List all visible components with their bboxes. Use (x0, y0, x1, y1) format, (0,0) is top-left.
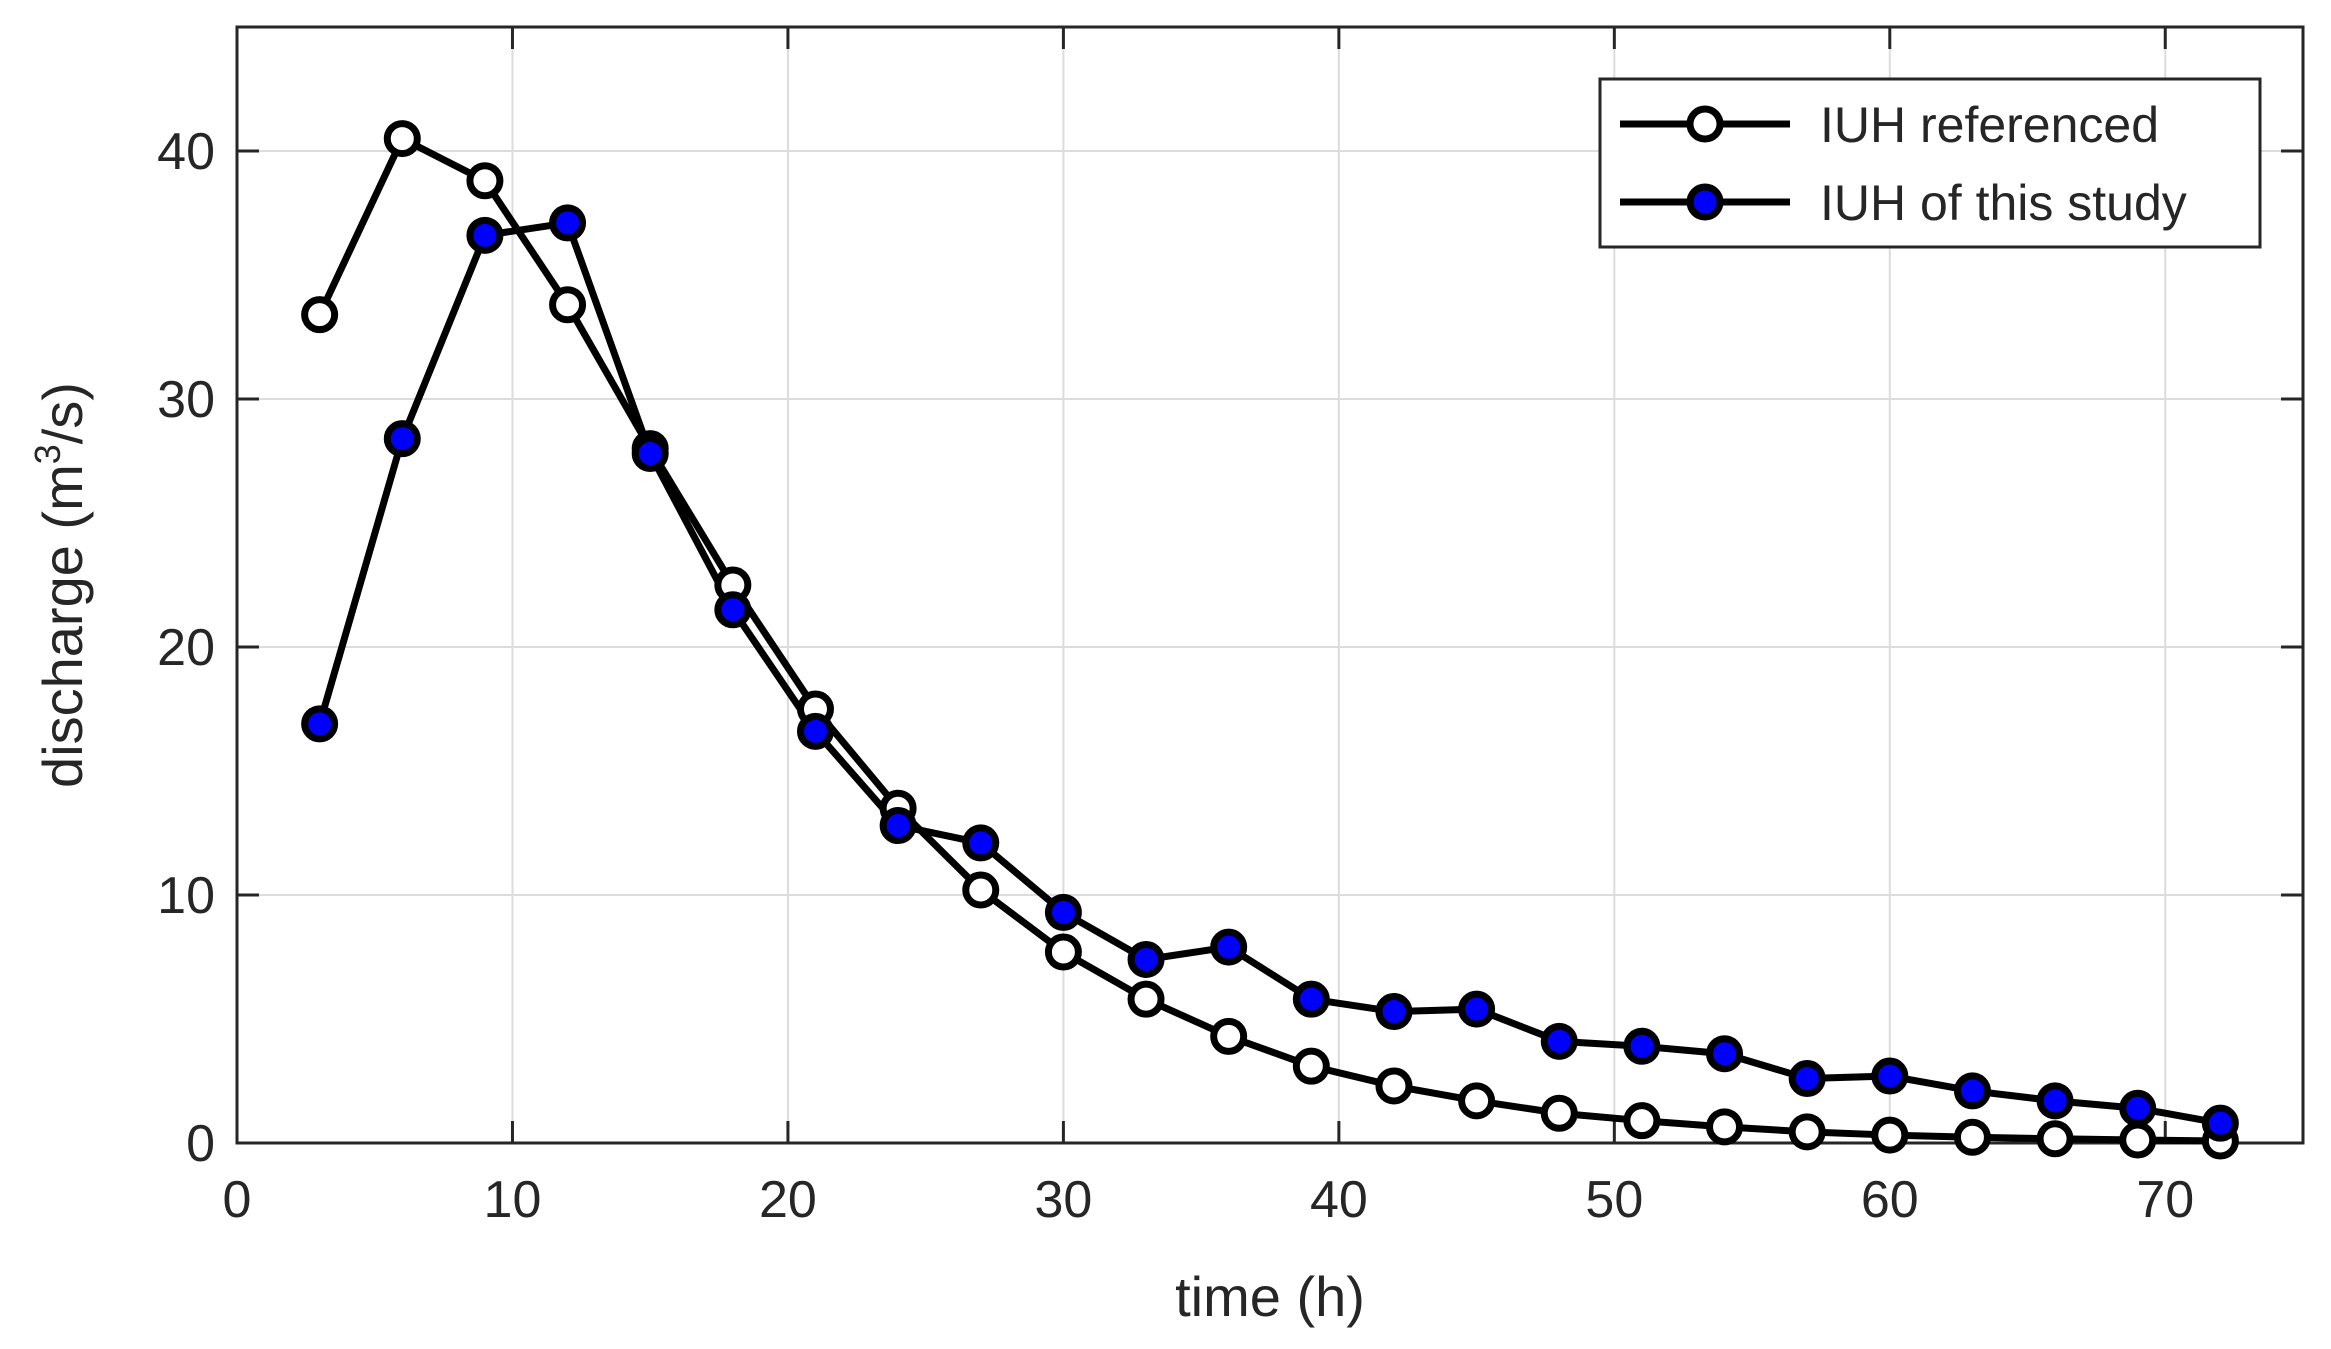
series-0-point (1953, 1118, 1991, 1156)
legend: IUH referenced IUH of this study (1598, 77, 2262, 249)
series-1-point (1127, 940, 1165, 978)
plot-area-frame (235, 25, 2305, 1145)
series-1-point (383, 420, 421, 458)
tick-layer: 0 10 20 30 40 50 60 70 0 10 20 30 40 (157, 27, 2303, 1229)
y-tick-label: 20 (157, 619, 215, 677)
series-1-point (714, 591, 752, 629)
legend-label-referenced: IUH referenced (1820, 97, 2159, 153)
y-axis-label-main: discharge (m (31, 464, 94, 788)
legend-marker-this-study (1686, 183, 1724, 221)
x-tick-label: 10 (484, 1171, 542, 1229)
series-1-point (1788, 1060, 1826, 1098)
series-0-point (1871, 1116, 1909, 1154)
y-axis-label-superscript: 3 (27, 444, 68, 464)
y-axis-label-tail: /s) (31, 382, 94, 444)
series-0-point (1458, 1082, 1496, 1120)
legend-marker-referenced (1686, 105, 1724, 143)
series-1-point (1623, 1027, 1661, 1065)
y-tick-label: 0 (186, 1115, 215, 1173)
series-1-point (1953, 1072, 1991, 1110)
x-tick-label: 70 (2136, 1171, 2194, 1229)
series-1-point (962, 824, 1000, 862)
series-0-point (1210, 1017, 1248, 1055)
series-1-point (466, 216, 504, 254)
series-line-1 (316, 219, 2221, 1127)
series-1-point (2119, 1089, 2157, 1127)
x-tick-label: 40 (1310, 1171, 1368, 1229)
series-0-point (1540, 1094, 1578, 1132)
x-tick-label: 30 (1034, 1171, 1092, 1229)
series-0-point (1375, 1067, 1413, 1105)
series-1-point (2036, 1082, 2074, 1120)
series-0-point (1788, 1113, 1826, 1151)
legend-label-this-study: IUH of this study (1820, 175, 2187, 231)
series-layer (301, 120, 2239, 1160)
series-1-point (1540, 1022, 1578, 1060)
series-1-point (1458, 990, 1496, 1028)
series-0-point (301, 296, 339, 334)
x-tick-label: 20 (759, 1171, 817, 1229)
x-tick-label: 60 (1861, 1171, 1919, 1229)
series-1-point (1210, 928, 1248, 966)
series-0-point (2036, 1120, 2074, 1158)
series-1-point (2201, 1104, 2239, 1142)
series-0-point (1127, 980, 1165, 1018)
series-0-point (1292, 1047, 1330, 1085)
series-1-point (549, 204, 587, 242)
y-axis-label: discharge (m3/s) (27, 382, 94, 788)
series-0-point (2119, 1121, 2157, 1159)
series-1-point (1706, 1035, 1744, 1073)
x-tick-label: 50 (1585, 1171, 1643, 1229)
series-1-point (301, 705, 339, 743)
series-0-point (1706, 1108, 1744, 1146)
y-tick-label: 40 (157, 123, 215, 181)
series-1-point (1871, 1057, 1909, 1095)
x-tick-label: 0 (223, 1171, 252, 1229)
series-0-point (466, 162, 504, 200)
series-0-point (1623, 1102, 1661, 1140)
series-1-point (796, 712, 834, 750)
series-0-point (383, 120, 421, 158)
series-1-point (1292, 980, 1330, 1018)
series-1-point (1375, 993, 1413, 1031)
series-1-point (879, 807, 917, 845)
series-line-0 (316, 135, 2221, 1145)
series-0-point (1044, 933, 1082, 971)
series-0-point (549, 286, 587, 324)
series-1-point (631, 435, 669, 473)
y-tick-label: 10 (157, 867, 215, 925)
x-axis-label: time (h) (1175, 1265, 1365, 1328)
series-0-point (962, 871, 1000, 909)
y-tick-label: 30 (157, 371, 215, 429)
series-1-point (1044, 893, 1082, 931)
